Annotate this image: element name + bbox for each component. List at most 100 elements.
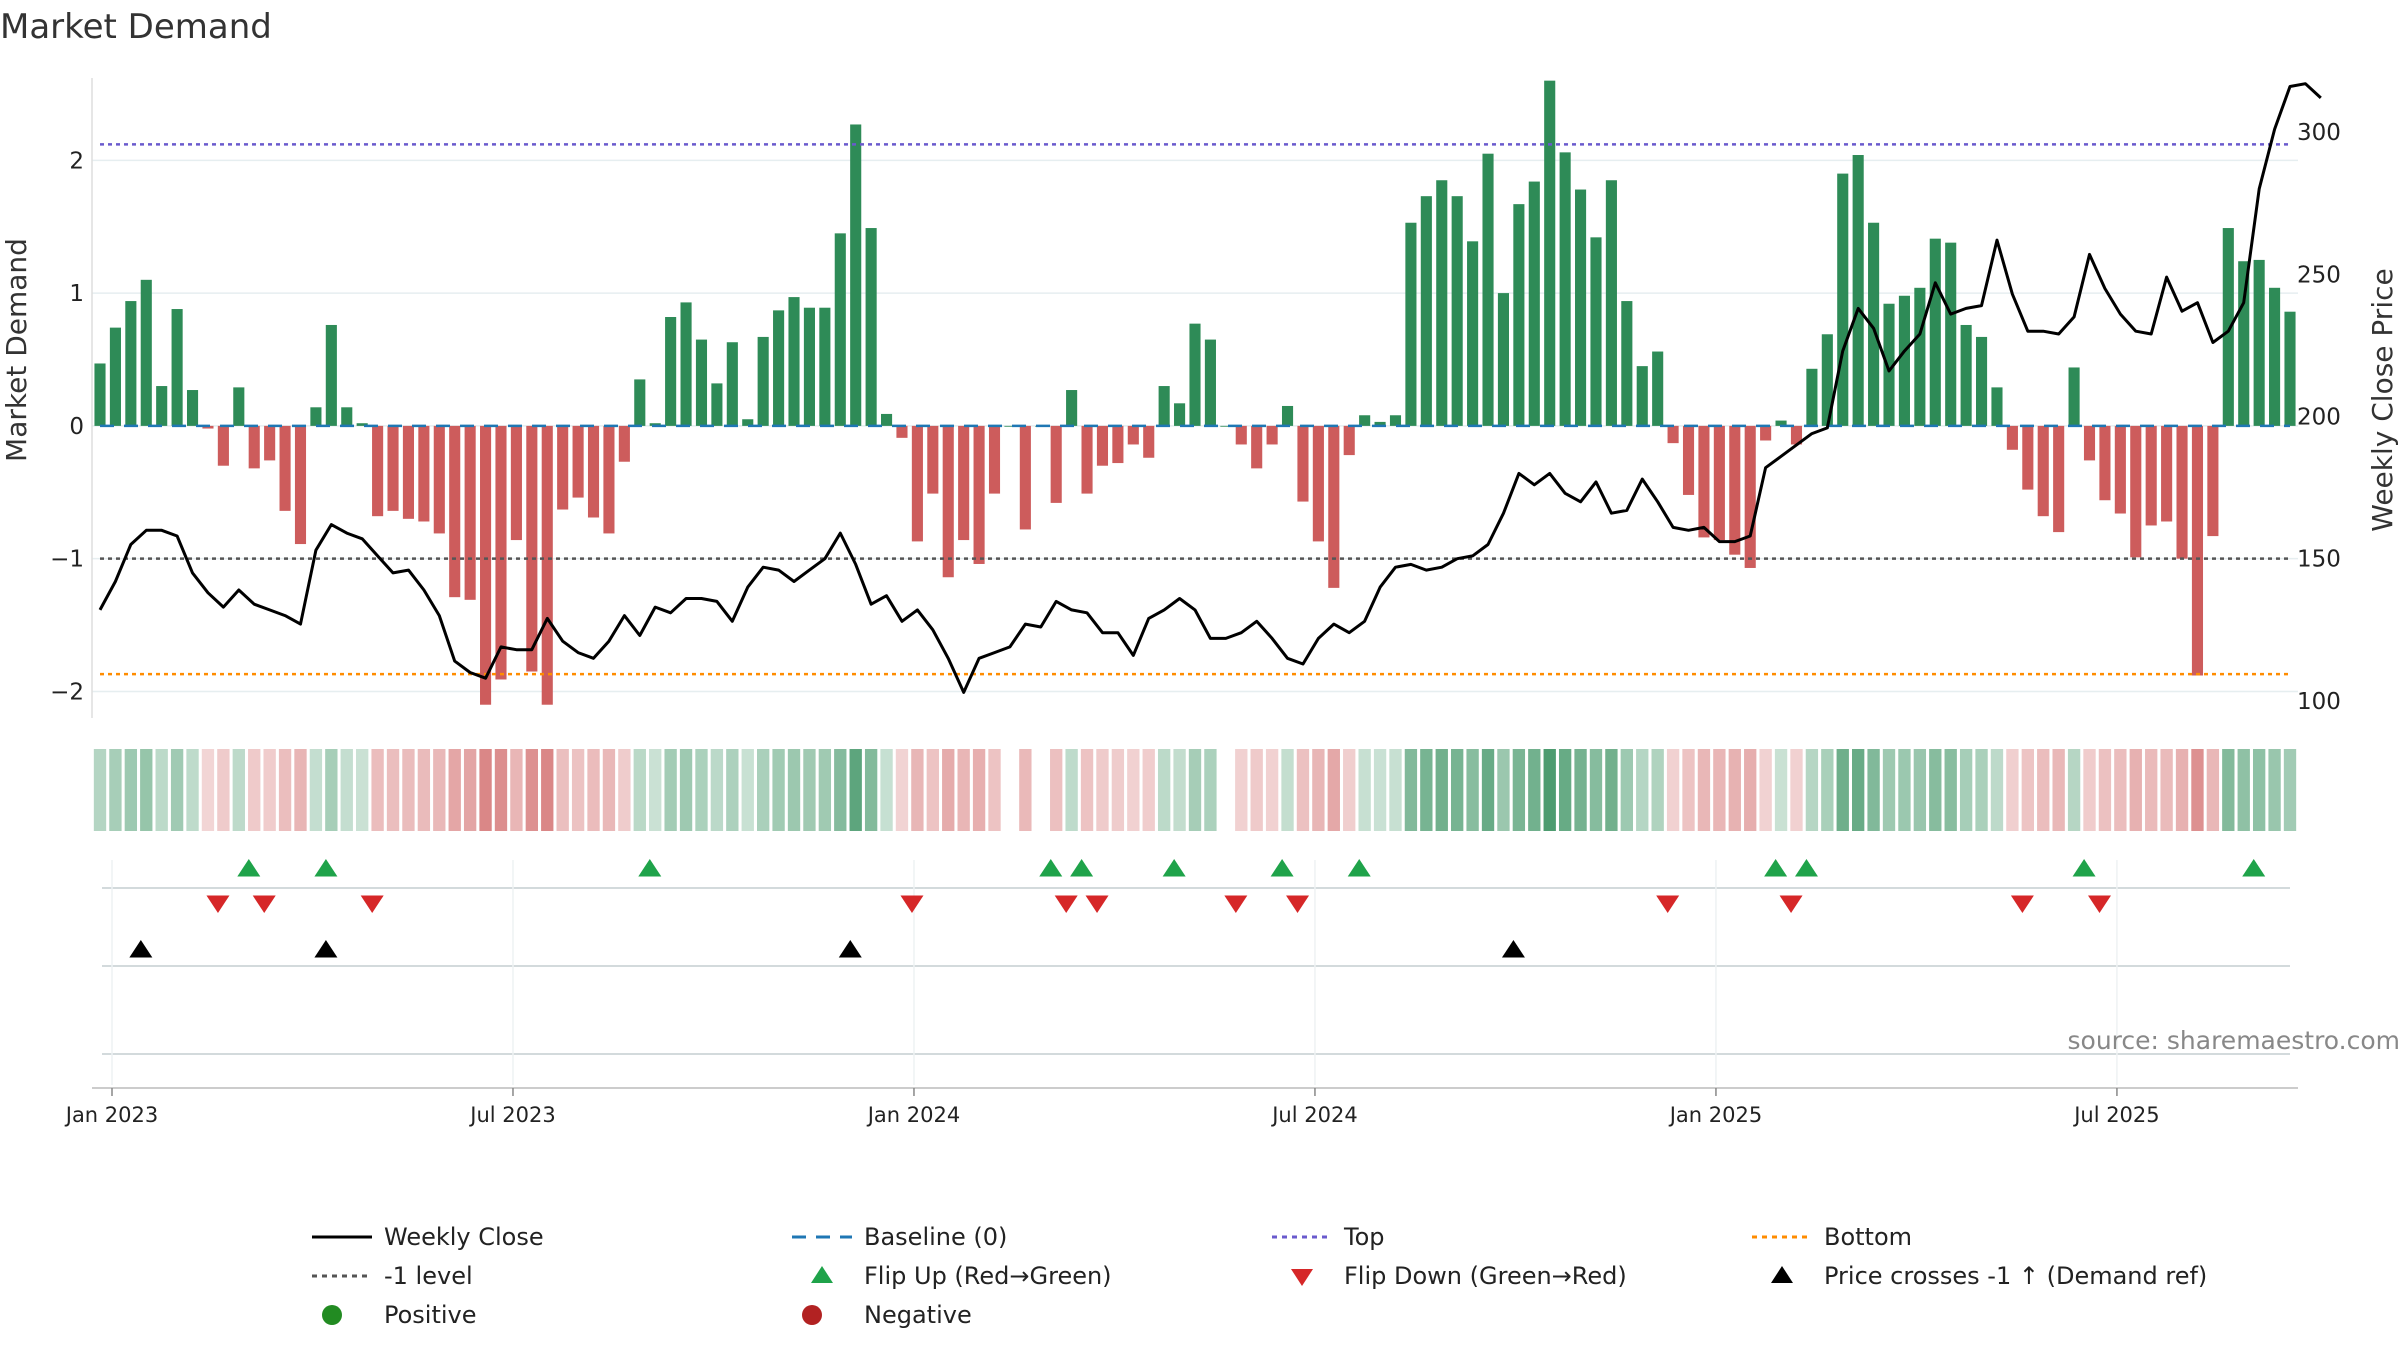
positive-bar <box>186 390 199 426</box>
heat-cell <box>1389 749 1402 831</box>
positive-bar <box>1389 415 1402 426</box>
heat-cell <box>1929 749 1942 831</box>
negative-bar <box>911 425 923 542</box>
heat-cell <box>1682 749 1695 831</box>
y-tick-label: −2 <box>50 679 84 705</box>
positive-bar <box>1374 421 1386 426</box>
heat-cell <box>1990 749 2004 831</box>
positive-bar <box>2284 311 2296 426</box>
x-axis: Jan 2023 Jul 2023 Jan 2024 Jul 2024 Jan 2025… <box>64 1087 2298 1127</box>
heat-cell <box>772 749 785 831</box>
heat-cell <box>1975 749 1988 831</box>
price-cross-marker <box>314 940 338 958</box>
heat-cell <box>587 749 600 831</box>
positive-bar <box>1975 336 1988 426</box>
heat-cell <box>93 749 107 831</box>
heat-cell <box>1744 749 1757 831</box>
y-tick-label: −1 <box>50 547 84 573</box>
heat-cell <box>1651 749 1664 831</box>
positive-bar <box>803 307 815 426</box>
positive-bar <box>325 324 337 426</box>
signal-panel <box>102 859 2290 1085</box>
heat-cell <box>864 749 878 831</box>
heat-cell <box>1574 749 1587 831</box>
negative-bar <box>2176 425 2188 559</box>
heat-cell <box>1589 749 1603 831</box>
heat-cell <box>2160 749 2173 831</box>
flip-down-marker <box>252 895 276 913</box>
y-axis-label: Market Demand <box>0 238 33 462</box>
heat-cell <box>1944 749 1957 831</box>
positive-bar <box>1174 403 1186 426</box>
heat-cell <box>2114 749 2127 831</box>
heat-cell <box>1111 749 1125 831</box>
x-tick-label: Jul 2025 <box>2072 1103 2159 1127</box>
heat-cell <box>155 749 168 831</box>
heat-cell <box>1728 749 1741 831</box>
positive-bar <box>1852 155 1864 426</box>
flip-up-marker <box>2072 859 2096 877</box>
positive-bar <box>125 301 137 426</box>
heat-cell <box>1697 749 1711 831</box>
negative-bar <box>618 425 630 462</box>
negative-bar <box>557 425 569 510</box>
positive-bar <box>649 423 661 426</box>
heat-cell <box>1204 749 1217 831</box>
heat-cell <box>926 749 939 831</box>
flip-down-marker <box>1085 895 1109 913</box>
legend-item-top: Top <box>1272 1223 1385 1251</box>
demand-bars <box>94 80 2296 705</box>
x-tick-label: Jul 2024 <box>1270 1103 1357 1127</box>
flip-down-marker <box>900 895 924 913</box>
positive-bar <box>1837 173 1849 426</box>
heat-cell <box>448 749 461 831</box>
negative-bar <box>1266 425 1278 445</box>
heat-cell <box>525 749 538 831</box>
heat-cell <box>510 749 523 831</box>
heat-cell <box>803 749 816 831</box>
positive-bar <box>880 413 893 426</box>
positive-bar <box>1544 80 1556 426</box>
heat-cell <box>1281 749 1294 831</box>
legend-label: Baseline (0) <box>864 1223 1007 1251</box>
heat-cell <box>2098 749 2112 831</box>
negative-bar <box>510 425 522 541</box>
negative-bar <box>1698 425 1710 538</box>
heat-cell <box>1451 749 1464 831</box>
positive-bar <box>680 302 692 426</box>
positive-bar <box>695 339 708 426</box>
heat-cell <box>2191 749 2204 831</box>
legend-swatch <box>1771 1266 1793 1283</box>
flip-down-marker <box>1054 895 1078 913</box>
negative-bar <box>1235 425 1247 445</box>
negative-bar <box>387 425 399 511</box>
positive-bar <box>2253 259 2265 426</box>
flip-up-marker <box>1794 859 1818 877</box>
flip-up-marker <box>638 859 662 877</box>
positive-bar <box>1775 420 1787 426</box>
positive-bar <box>1189 323 1201 426</box>
positive-bar <box>310 407 322 426</box>
negative-bar <box>973 425 985 564</box>
flip-down-marker <box>2088 895 2112 913</box>
heat-cell <box>1157 749 1171 831</box>
price-cross-marker <box>129 940 153 958</box>
positive-bar <box>1158 386 1170 426</box>
negative-bar <box>526 425 538 672</box>
positive-bar <box>1497 293 1510 426</box>
heat-cell <box>2052 749 2065 831</box>
heat-cell <box>1343 749 1356 831</box>
y2-tick-label: 100 <box>2297 689 2341 715</box>
positive-bar <box>711 383 723 426</box>
positive-bar <box>94 363 106 426</box>
heat-cell <box>1173 749 1186 831</box>
positive-bar <box>2222 228 2234 426</box>
heat-cell <box>695 749 708 831</box>
heat-cell <box>1805 749 1819 831</box>
positive-bar <box>233 387 245 426</box>
legend-swatch <box>322 1305 342 1325</box>
legend: Weekly Close Baseline (0) Top Bottom -1 leve… <box>312 1223 2207 1329</box>
positive-bar <box>665 317 677 426</box>
heat-cell <box>186 749 199 831</box>
legend-label: Bottom <box>1824 1223 1912 1251</box>
